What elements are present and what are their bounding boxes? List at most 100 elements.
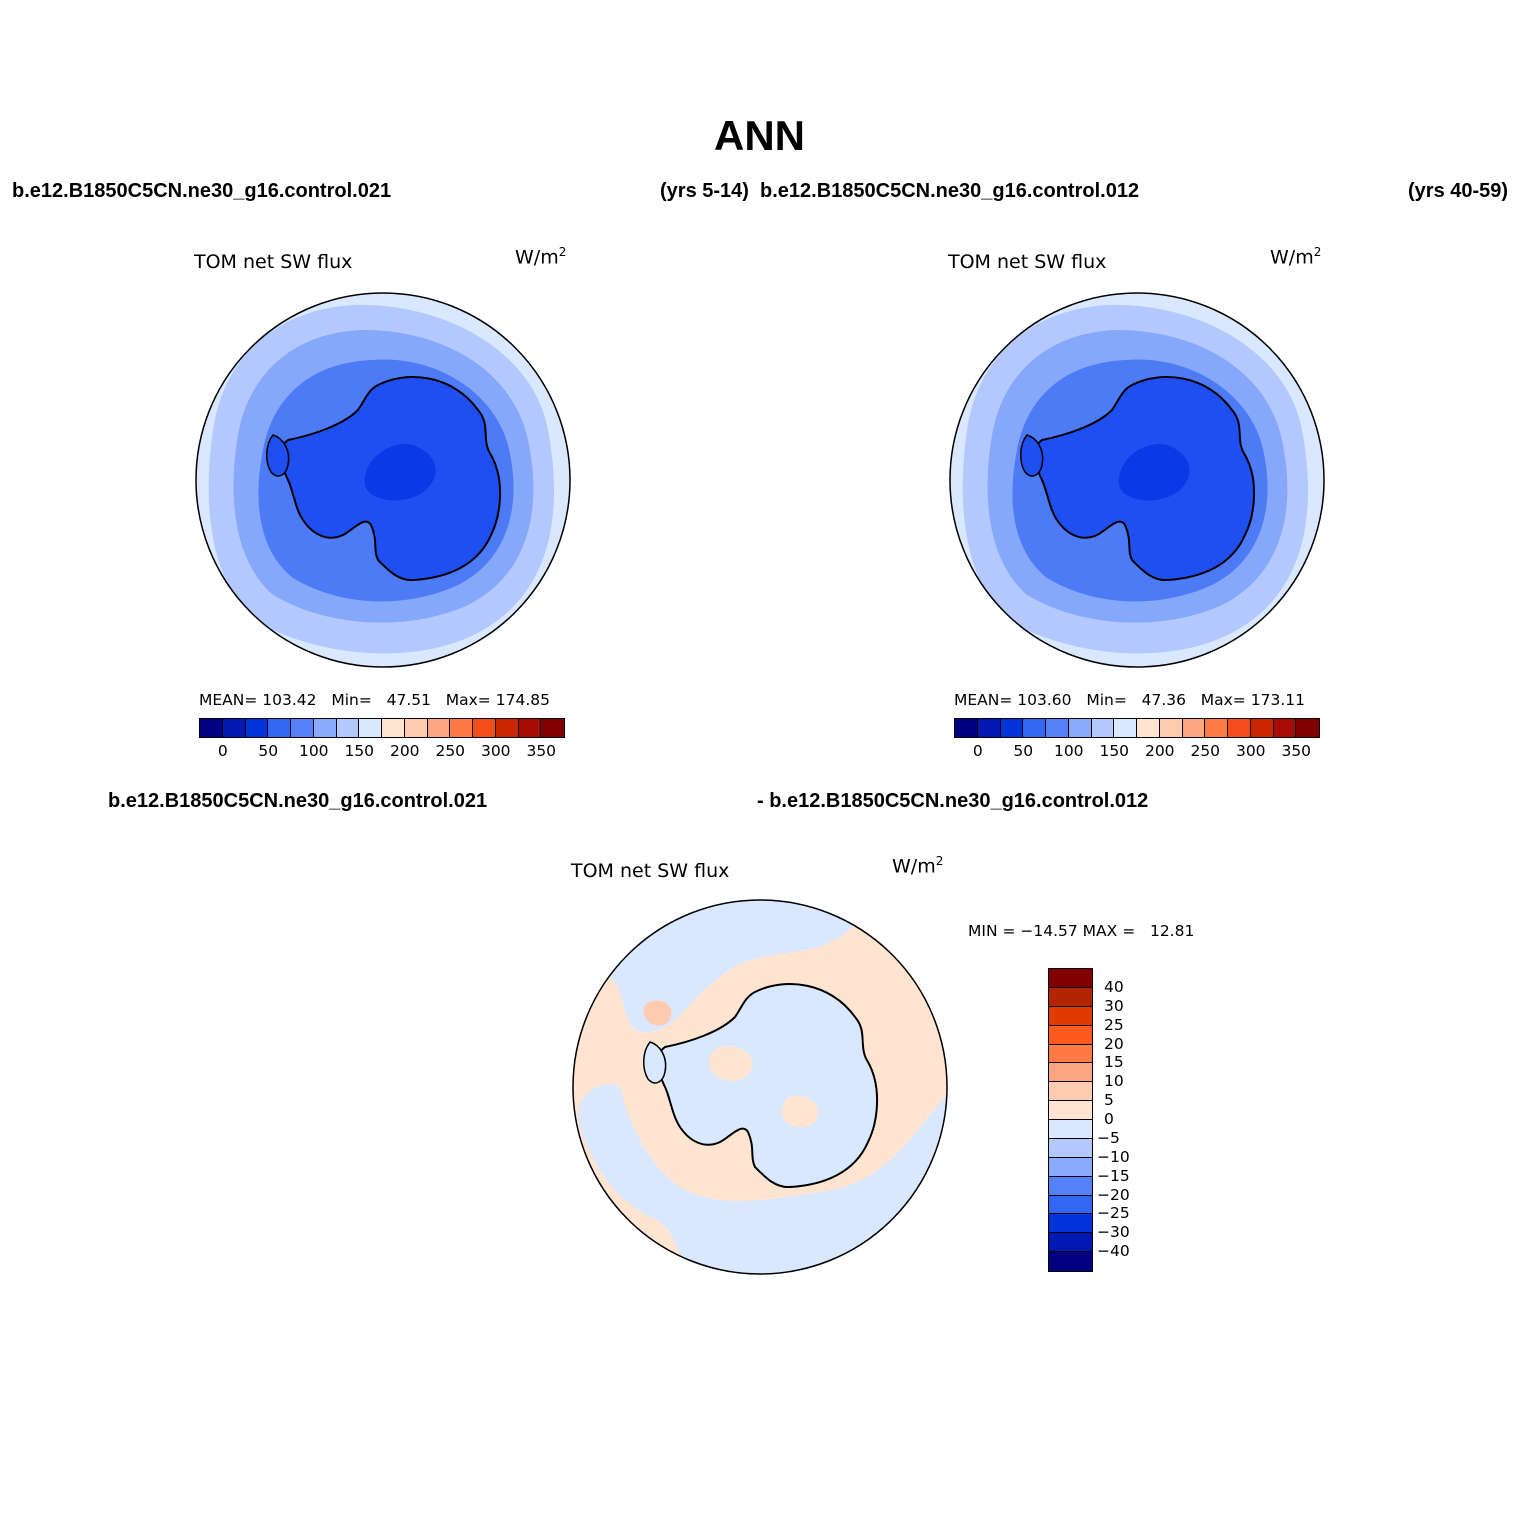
colorbar-box [495, 719, 519, 737]
panel2-colorbar-ticks: 0 50 100 150 200 250 300 350 [954, 742, 1320, 762]
years-right-label: (yrs 40-59) [1408, 180, 1509, 202]
colorbar-tick-label: −10 [1097, 1147, 1130, 1166]
diff-negative-area [608, 900, 857, 1033]
diff-negative-area [578, 1077, 947, 1274]
colorbar-tick-label: −40 [1097, 1242, 1130, 1261]
colorbar-tick-label: 10 [1104, 1072, 1124, 1091]
diff-variable-title: TOM net SW flux [571, 860, 730, 882]
panel1-colorbar [199, 718, 565, 738]
map-ice-core [1118, 444, 1190, 501]
colorbar-box [1273, 719, 1297, 737]
panel2-stats: MEAN= 103.60 Min= 47.36 Max= 173.11 [954, 691, 1305, 709]
colorbar-box [1049, 1138, 1092, 1158]
colorbar-box [1049, 1082, 1092, 1102]
colorbar-tick-label: 200 [389, 742, 420, 760]
diff-colorbar-ticks: 40 30 25 20 15 10 5 0 −5 −10 −15 −20 −25 −30 −40 [1097, 968, 1157, 1270]
colorbar-tick-label: 15 [1104, 1053, 1124, 1072]
colorbar-box [1228, 719, 1251, 737]
diff-positive-patch [781, 1096, 819, 1128]
colorbar-tick-label: 250 [435, 742, 466, 760]
diff-stats: MIN = −14.57 MAX = 12.81 [968, 922, 1195, 940]
colorbar-tick-label: −15 [1097, 1166, 1130, 1185]
colorbar-tick-label: 50 [258, 742, 279, 760]
colorbar-box [1049, 1025, 1092, 1045]
colorbar-box [1049, 1214, 1092, 1234]
colorbar-tick-label: 100 [298, 742, 329, 760]
map-boundary [195, 292, 571, 668]
colorbar-box [1000, 719, 1024, 737]
panel2-units: W/m2 [1270, 245, 1322, 269]
colorbar-box [404, 719, 428, 737]
colorbar-tick-label: 25 [1104, 1015, 1124, 1034]
colorbar-box [427, 719, 451, 737]
colorbar-tick-label: 5 [1104, 1091, 1114, 1110]
colorbar-box [518, 719, 542, 737]
colorbar-box [200, 719, 223, 737]
diff-colorbar [1048, 968, 1093, 1272]
colorbar-box [382, 719, 405, 737]
colorbar-box [1049, 1176, 1092, 1196]
colorbar-box [245, 719, 269, 737]
case-left-label: b.e12.B1850C5CN.ne30_g16.control.021 [12, 180, 392, 202]
colorbar-tick-label: 150 [1099, 742, 1130, 760]
panel2-variable-title: TOM net SW flux [948, 251, 1107, 273]
colorbar-tick-label: 100 [1053, 742, 1084, 760]
diff-hot-spot [643, 1000, 672, 1026]
colorbar-tick-label: 0 [1104, 1110, 1114, 1128]
case-right-label: b.e12.B1850C5CN.ne30_g16.control.012 [760, 180, 1140, 202]
colorbar-box [1049, 969, 1092, 988]
colorbar-box [336, 719, 360, 737]
map-boundary [572, 899, 948, 1275]
diff-polar-map [572, 899, 948, 1275]
colorbar-tick-label: −25 [1097, 1204, 1130, 1223]
colorbar-tick-label: −5 [1097, 1128, 1120, 1147]
colorbar-tick-label: 250 [1190, 742, 1221, 760]
panel1-variable-title: TOM net SW flux [194, 251, 353, 273]
colorbar-box [1049, 1101, 1092, 1120]
diff-units: W/m2 [892, 854, 944, 878]
colorbar-box [1159, 719, 1183, 737]
colorbar-tick-label: 40 [1104, 977, 1124, 996]
panel1-polar-map [195, 292, 571, 668]
colorbar-tick-label: 350 [1281, 742, 1312, 760]
colorbar-box [1046, 719, 1069, 737]
colorbar-tick-label: 0 [217, 742, 228, 760]
panel2-colorbar [954, 718, 1320, 738]
map-boundary [949, 292, 1325, 668]
colorbar-tick-label: −20 [1097, 1185, 1130, 1204]
colorbar-box [1023, 719, 1046, 737]
colorbar-box [1250, 719, 1274, 737]
colorbar-box [1114, 719, 1137, 737]
colorbar-box [1068, 719, 1092, 737]
panel2-polar-map [949, 292, 1325, 668]
colorbar-box [450, 719, 473, 737]
colorbar-box [1049, 987, 1092, 1007]
colorbar-box [1049, 1157, 1092, 1177]
colorbar-box [1091, 719, 1115, 737]
colorbar-box [1296, 719, 1319, 737]
colorbar-tick-label: 350 [526, 742, 557, 760]
colorbar-box [1049, 1120, 1092, 1139]
colorbar-box [359, 719, 382, 737]
panel1-stats: MEAN= 103.42 Min= 47.51 Max= 174.85 [199, 691, 550, 709]
colorbar-tick-label: 50 [1013, 742, 1034, 760]
colorbar-box [473, 719, 496, 737]
diff-positive-patch [709, 1046, 753, 1082]
map-ice-core [364, 444, 436, 501]
panel1-colorbar-ticks: 0 50 100 150 200 250 300 350 [199, 742, 565, 762]
colorbar-box [541, 719, 564, 737]
colorbar-box [1049, 1006, 1092, 1026]
colorbar-box [313, 719, 337, 737]
diff-case-b-label: - b.e12.B1850C5CN.ne30_g16.control.012 [757, 790, 1149, 812]
colorbar-tick-label: 0 [972, 742, 983, 760]
antarctic-peninsula [643, 1041, 667, 1084]
panel1-units: W/m2 [515, 245, 567, 269]
antarctic-peninsula [1020, 434, 1044, 477]
colorbar-box [1137, 719, 1160, 737]
colorbar-box [977, 719, 1001, 737]
figure-title: ANN [714, 112, 805, 159]
colorbar-box [955, 719, 978, 737]
colorbar-box [268, 719, 291, 737]
colorbar-box [1049, 1252, 1092, 1271]
antarctica-coastline [656, 983, 878, 1189]
